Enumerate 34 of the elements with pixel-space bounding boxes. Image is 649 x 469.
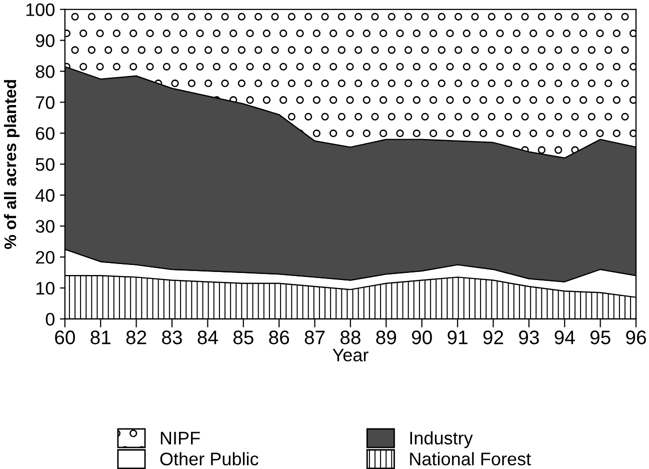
y-tick-label: 50 xyxy=(36,158,54,171)
x-tick-label: 95 xyxy=(590,330,610,344)
x-tick-label: 83 xyxy=(162,330,182,344)
legend-label: NIPF xyxy=(160,432,200,444)
x-tick-label: 82 xyxy=(126,330,146,344)
y-axis-title: % of all acres planted xyxy=(4,80,20,249)
x-axis-title: Year xyxy=(332,348,368,362)
x-tick-label: 94 xyxy=(554,330,575,344)
y-tick-label: 40 xyxy=(36,189,54,202)
y-tick-label: 0 xyxy=(46,312,54,326)
x-tick-label: 93 xyxy=(519,330,539,344)
y-tick-label: 60 xyxy=(36,127,54,140)
legend-label: Industry xyxy=(410,431,473,448)
legend-label: National Forest xyxy=(410,452,531,466)
x-tick-label: 87 xyxy=(304,330,325,344)
x-tick-label: 84 xyxy=(198,330,218,344)
x-tick-label: 96 xyxy=(626,330,646,344)
y-tick-label: 10 xyxy=(36,282,54,295)
y-tick-label: 20 xyxy=(36,250,54,264)
x-tick-label: 60 xyxy=(55,330,75,344)
y-tick-label: 30 xyxy=(36,220,54,233)
x-tick-label: 91 xyxy=(448,330,468,344)
x-tick-label: 92 xyxy=(483,330,504,344)
x-tick-label: 85 xyxy=(233,330,254,344)
x-tick-label: 90 xyxy=(412,330,432,344)
y-tick-label: 80 xyxy=(36,65,54,78)
x-tick-label: 89 xyxy=(376,330,396,344)
y-tick-label: 70 xyxy=(36,96,54,109)
y-tick-label: 90 xyxy=(36,34,54,48)
legend-label: Other Public xyxy=(160,452,258,466)
y-tick-label: 100 xyxy=(26,3,54,16)
x-tick-label: 86 xyxy=(269,330,290,344)
x-tick-label: 88 xyxy=(340,330,360,344)
x-tick-label: 81 xyxy=(90,330,110,344)
